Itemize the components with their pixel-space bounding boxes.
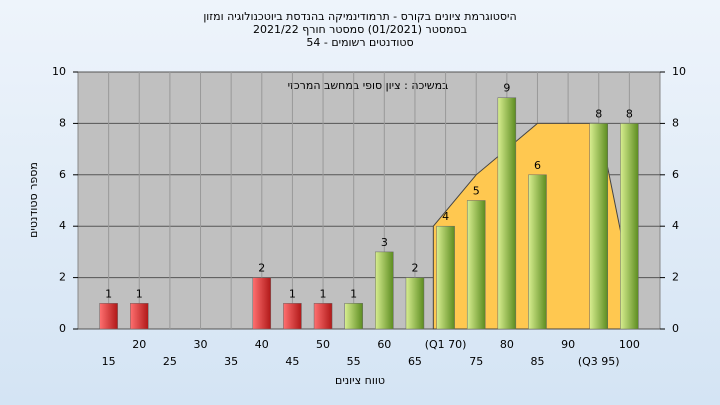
data-label: 2 xyxy=(411,262,418,275)
y-tick-label: 0 xyxy=(59,322,66,335)
bar xyxy=(589,123,608,330)
x-tick-label: 60 xyxy=(377,338,391,351)
bar xyxy=(375,251,394,330)
data-label: 1 xyxy=(289,287,296,300)
chart-title: היסטוגרמת ציונים בקורס - תרמודינמיקה בהנ… xyxy=(203,10,516,23)
bar xyxy=(99,303,118,330)
y-tick-label: 4 xyxy=(59,219,66,232)
x-tick-label: 85 xyxy=(530,355,544,368)
x-tick-label: 45 xyxy=(285,355,299,368)
data-label: 8 xyxy=(595,107,602,120)
x-tick-label: 65 xyxy=(408,355,422,368)
bar xyxy=(313,303,333,330)
bar xyxy=(252,277,272,330)
y2-tick-label: 4 xyxy=(672,219,679,232)
bar xyxy=(466,200,486,330)
x-tick-label: 80 xyxy=(500,338,514,351)
data-label: 1 xyxy=(320,287,327,300)
x-tick-label: 55 xyxy=(347,355,361,368)
y2-tick-label: 8 xyxy=(672,116,679,129)
y-tick-label: 2 xyxy=(59,271,66,284)
y-tick-label: 6 xyxy=(59,168,66,181)
bar xyxy=(528,174,547,330)
chart-subtitle: בסמסטר (01/2021) סמסטר חורף 2021/22 xyxy=(253,23,467,36)
y-tick-label: 8 xyxy=(59,116,66,129)
y2-tick-label: 6 xyxy=(672,168,679,181)
x-tick-label: 50 xyxy=(316,338,330,351)
x-tick-label: 35 xyxy=(224,355,238,368)
x-axis-label: טווח ציונים xyxy=(335,374,385,387)
bar xyxy=(130,303,149,330)
data-label: 5 xyxy=(473,185,480,198)
x-tick-label: 75 xyxy=(469,355,483,368)
y2-tick-label: 2 xyxy=(672,271,679,284)
y2-tick-label: 10 xyxy=(672,65,686,78)
data-label: 2 xyxy=(258,262,265,275)
bar xyxy=(405,277,425,330)
data-label: 1 xyxy=(350,287,357,300)
x-tick-label: 40 xyxy=(255,338,269,351)
data-label: 1 xyxy=(105,287,112,300)
bar xyxy=(344,303,363,330)
x-tick-label: (Q3 95) xyxy=(578,355,620,368)
x-tick-label: 90 xyxy=(561,338,575,351)
x-tick-label: 30 xyxy=(194,338,208,351)
bar xyxy=(620,123,639,330)
y2-tick-label: 0 xyxy=(672,322,679,335)
data-label: 9 xyxy=(503,82,510,95)
x-tick-label: 25 xyxy=(163,355,177,368)
bar xyxy=(436,225,455,330)
x-tick-label: 15 xyxy=(102,355,116,368)
data-label: 6 xyxy=(534,159,541,172)
bar xyxy=(497,97,517,330)
data-label: 4 xyxy=(442,210,449,223)
data-label: 1 xyxy=(136,287,143,300)
data-label: 3 xyxy=(381,236,388,249)
annotation: במשיכה : ציון סופי במחשב המרכזי xyxy=(288,79,449,92)
x-tick-label: 20 xyxy=(132,338,146,351)
data-label: 8 xyxy=(626,107,633,120)
chart-subtitle: סטודנטים רשומים - 54 xyxy=(306,36,413,49)
y-axis-label: מספר סטודנטים xyxy=(27,162,40,238)
x-tick-label: 100 xyxy=(619,338,640,351)
y-tick-label: 10 xyxy=(52,65,66,78)
bar xyxy=(283,303,302,330)
x-tick-label: (Q1 70) xyxy=(425,338,467,351)
